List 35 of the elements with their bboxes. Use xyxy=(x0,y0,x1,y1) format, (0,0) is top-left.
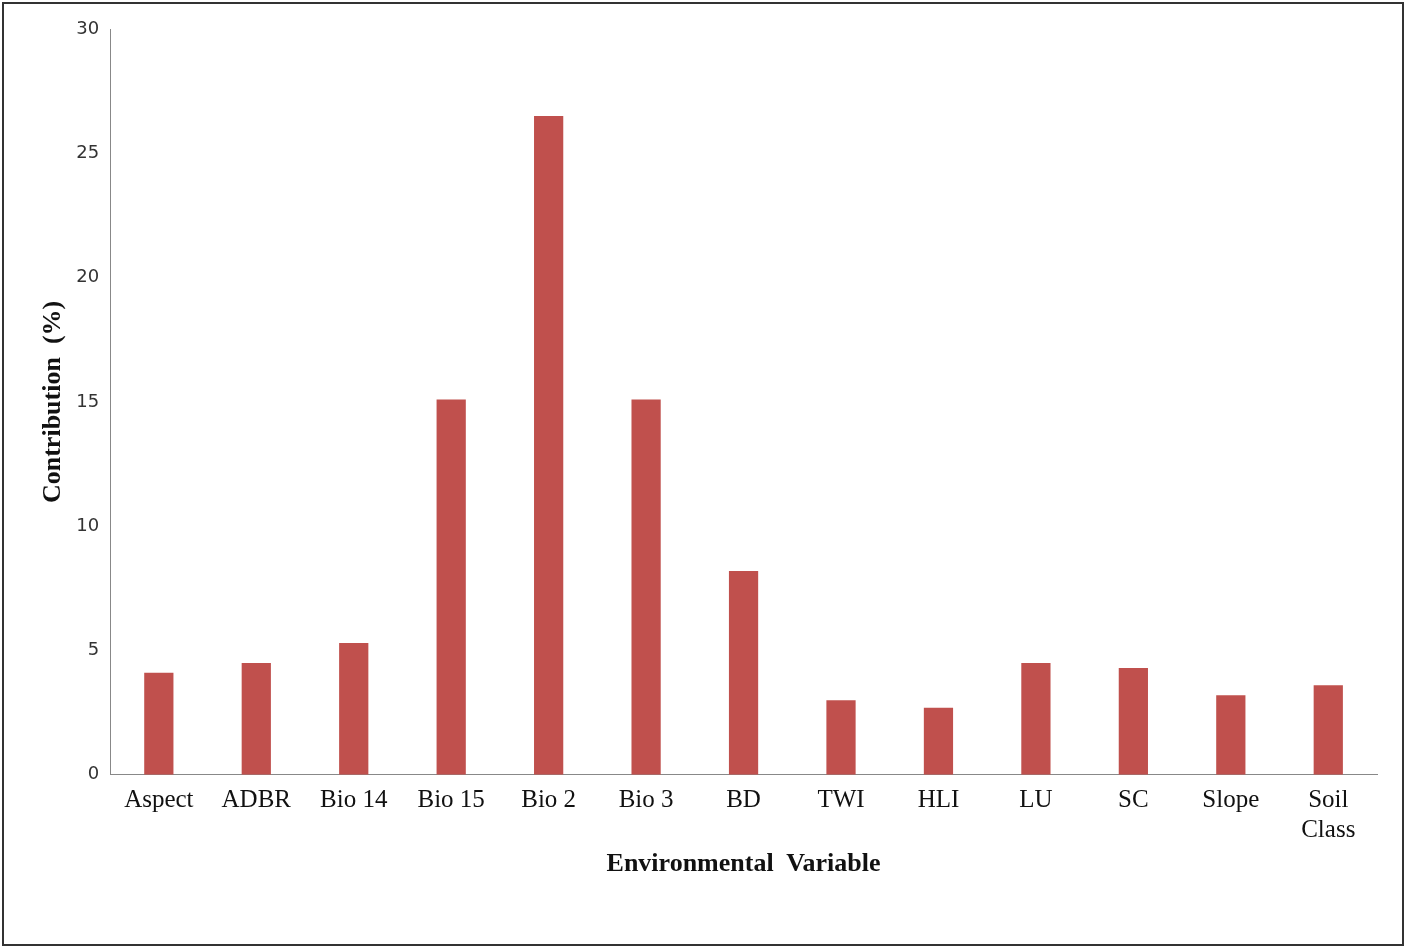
bar xyxy=(1021,662,1051,775)
y-tick-label: 10 xyxy=(76,513,100,535)
y-tick-label: 5 xyxy=(87,638,100,660)
x-tick-label: Soil Class xyxy=(1301,785,1356,843)
bar xyxy=(339,643,369,775)
bar xyxy=(1313,685,1343,775)
y-tick-label: 0 xyxy=(87,762,100,784)
y-axis-title: Contribution (%) xyxy=(37,300,67,504)
bar xyxy=(534,116,564,775)
x-tick-label: HLI xyxy=(917,785,960,813)
bar xyxy=(826,700,856,775)
x-tick-label: Bio 14 xyxy=(320,785,388,813)
x-tick-label: TWI xyxy=(817,785,865,813)
x-tick-label: SC xyxy=(1118,785,1149,813)
x-tick-label: Bio 15 xyxy=(417,785,485,813)
y-tick-label: 30 xyxy=(76,16,100,38)
bar xyxy=(631,399,661,775)
x-tick-label: BD xyxy=(726,785,761,813)
x-tick-label: Bio 2 xyxy=(521,785,577,813)
x-tick-label: Aspect xyxy=(124,785,194,813)
x-axis-title: Environmental Variable xyxy=(606,848,881,878)
x-tick-label: Slope xyxy=(1202,785,1260,813)
bar xyxy=(1216,695,1246,775)
y-tick-label: 20 xyxy=(76,265,100,287)
bar xyxy=(1118,667,1148,775)
bar xyxy=(728,570,759,775)
x-tick-label: LU xyxy=(1019,785,1053,813)
y-tick-label: 25 xyxy=(76,140,100,162)
y-tick-label: 15 xyxy=(76,389,100,411)
bar xyxy=(144,672,174,775)
bar xyxy=(241,662,271,775)
x-tick-label: Bio 3 xyxy=(618,785,674,813)
x-tick-label: ADBR xyxy=(221,785,292,813)
bar xyxy=(923,707,954,775)
bar xyxy=(436,399,466,775)
